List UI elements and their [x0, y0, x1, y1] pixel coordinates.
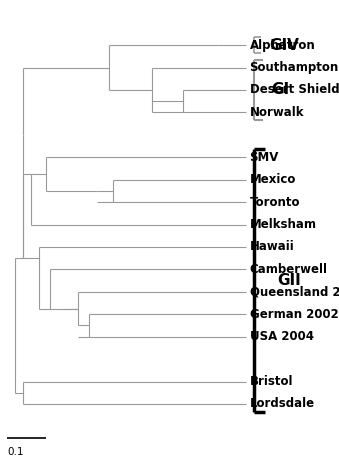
Text: SMV: SMV: [250, 151, 279, 164]
Text: USA 2004: USA 2004: [250, 330, 314, 343]
Text: GII: GII: [277, 273, 301, 288]
Text: Desert Shield: Desert Shield: [250, 83, 339, 97]
Text: GI: GI: [271, 82, 289, 98]
Text: Queensland 2004: Queensland 2004: [250, 285, 339, 298]
Text: Melksham: Melksham: [250, 218, 317, 231]
Text: Hawaii: Hawaii: [250, 240, 294, 254]
Text: Lordsdale: Lordsdale: [250, 397, 315, 410]
Text: GIV: GIV: [269, 38, 299, 53]
Text: Bristol: Bristol: [250, 375, 293, 388]
Text: Camberwell: Camberwell: [250, 263, 327, 276]
Text: German 2002: German 2002: [250, 308, 338, 321]
Text: Southampton: Southampton: [250, 61, 339, 74]
Text: Norwalk: Norwalk: [250, 106, 304, 119]
Text: Toronto: Toronto: [250, 196, 300, 208]
Text: Mexico: Mexico: [250, 173, 296, 186]
Text: 0.1: 0.1: [7, 446, 24, 456]
Text: Alphatron: Alphatron: [250, 39, 315, 51]
